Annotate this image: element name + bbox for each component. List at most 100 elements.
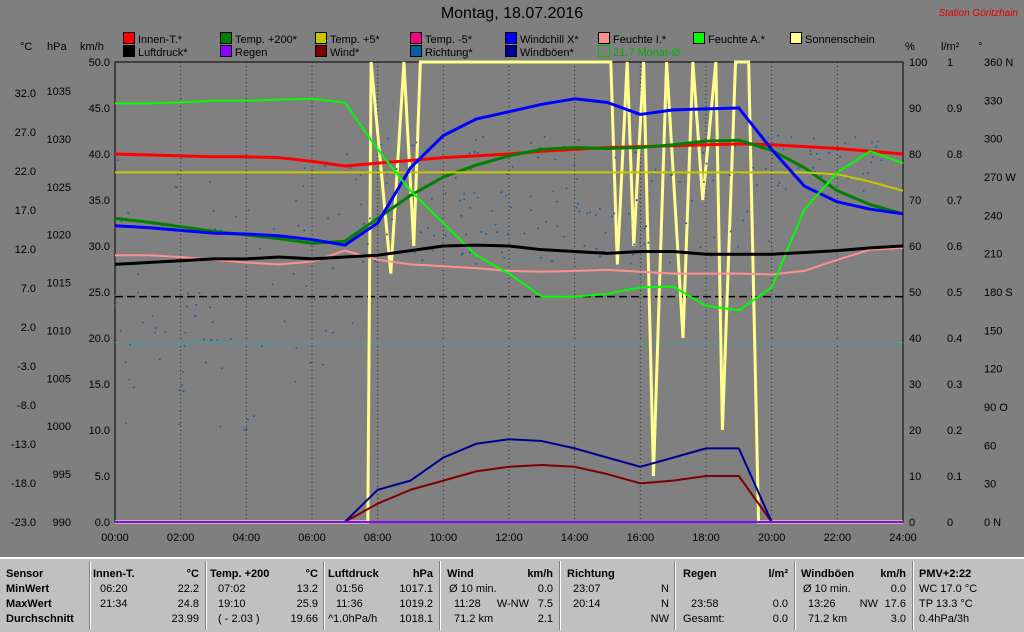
direction-point bbox=[198, 291, 201, 294]
legend-item: Wind* bbox=[315, 45, 359, 59]
direction-point bbox=[346, 153, 349, 156]
direction-point bbox=[292, 272, 295, 275]
direction-point bbox=[210, 339, 213, 342]
wind-total: 71.2 km bbox=[454, 613, 494, 625]
direction-point bbox=[555, 200, 558, 203]
direction-point bbox=[742, 219, 745, 222]
kmh-tick-label: 0.0 bbox=[95, 517, 110, 529]
kmh-tick-label: 15.0 bbox=[89, 379, 110, 391]
direction-point bbox=[475, 138, 478, 141]
legend-item: Windböen* bbox=[505, 45, 574, 59]
direction-point bbox=[598, 207, 601, 210]
direction-point bbox=[576, 202, 579, 205]
pmv-title: PMV+2:22 bbox=[919, 568, 972, 580]
legend-swatch bbox=[505, 45, 517, 57]
direction-point bbox=[556, 225, 559, 228]
direction-point bbox=[500, 191, 503, 194]
legend-item: Temp. +5* bbox=[315, 32, 380, 46]
direction-point bbox=[154, 327, 157, 330]
legend-item: Temp. +200* bbox=[220, 32, 297, 46]
direction-tick-label: 180 S bbox=[984, 287, 1013, 299]
direction-point bbox=[349, 167, 352, 170]
direction-point bbox=[797, 166, 800, 169]
direction-point bbox=[468, 152, 471, 155]
temp200-min: 13.2 bbox=[296, 583, 318, 595]
direction-point bbox=[252, 415, 255, 418]
luftdruck-title: Luftdruck bbox=[328, 568, 379, 580]
celsius-tick-label: 2.0 bbox=[21, 322, 36, 334]
direction-point bbox=[583, 244, 586, 247]
unit-celsius: °C bbox=[20, 41, 33, 53]
hpa-tick-label: 990 bbox=[53, 517, 71, 529]
direction-point bbox=[595, 248, 598, 251]
direction-point bbox=[469, 206, 472, 209]
legend-label: Wind* bbox=[330, 47, 360, 59]
direction-tick-label: 150 bbox=[984, 325, 1002, 337]
direction-point bbox=[678, 181, 681, 184]
luftdruck-trend: ^1.0hPa/h bbox=[328, 613, 378, 625]
station-name: Station Göritzhain bbox=[938, 8, 1019, 19]
direction-point bbox=[705, 162, 708, 165]
hpa-tick-label: 1025 bbox=[47, 182, 71, 194]
percent-tick-label: 20 bbox=[909, 425, 921, 437]
direction-point bbox=[182, 389, 185, 392]
direction-point bbox=[211, 321, 214, 324]
direction-point bbox=[271, 283, 274, 286]
direction-tick-label: 300 bbox=[984, 134, 1002, 146]
direction-point bbox=[431, 249, 434, 252]
unit-percent: % bbox=[905, 41, 915, 53]
lm2-tick-label: 0.5 bbox=[947, 287, 962, 299]
innen-min-time: 06:20 bbox=[100, 583, 128, 595]
lm2-tick-label: 0.9 bbox=[947, 103, 962, 115]
temp200-title: Temp. +200 bbox=[210, 568, 270, 580]
x-tick-label: 00:00 bbox=[101, 532, 129, 544]
direction-point bbox=[468, 251, 471, 254]
direction-point bbox=[359, 174, 362, 177]
direction-point bbox=[181, 383, 184, 386]
direction-point bbox=[862, 173, 865, 176]
stats-pmv: PMV+2:22 WC 17.0 °C TP 13.3 °C 0.4hPa/3h bbox=[919, 562, 1019, 630]
legend-swatch bbox=[598, 45, 610, 57]
direction-tick-label: 210 bbox=[984, 249, 1002, 261]
legend-label: Sonnenschein bbox=[805, 34, 875, 46]
direction-point bbox=[325, 329, 328, 332]
direction-point bbox=[503, 256, 506, 259]
wind-max-dir: W-NW bbox=[496, 598, 529, 610]
direction-point bbox=[295, 199, 298, 202]
series-line bbox=[114, 97, 904, 247]
legend-swatch bbox=[123, 45, 135, 57]
direction-point bbox=[670, 174, 673, 177]
direction-point bbox=[430, 197, 433, 200]
legend-label: Regen bbox=[235, 47, 268, 59]
kmh-tick-label: 35.0 bbox=[89, 195, 110, 207]
direction-point bbox=[702, 180, 705, 183]
richtung-title: Richtung bbox=[567, 568, 615, 580]
direction-point bbox=[876, 140, 879, 143]
direction-point bbox=[178, 423, 181, 426]
boeen-min: 0.0 bbox=[890, 583, 906, 595]
legend-item: 21.7 Monat-Ø bbox=[598, 45, 680, 59]
direction-point bbox=[360, 203, 363, 206]
direction-point bbox=[784, 188, 787, 191]
celsius-tick-label: 17.0 bbox=[15, 205, 36, 217]
direction-point bbox=[604, 231, 607, 234]
lm2-tick-label: 0.4 bbox=[947, 333, 962, 345]
wind-title: Wind bbox=[447, 568, 474, 580]
direction-point bbox=[411, 144, 414, 147]
hpa-tick-label: 995 bbox=[53, 469, 71, 481]
direction-point bbox=[459, 199, 462, 202]
stats-panel: Sensor MinWert MaxWert Durchschnitt Inne… bbox=[0, 557, 1024, 632]
direction-point bbox=[369, 217, 372, 220]
direction-point bbox=[880, 159, 883, 162]
direction-point bbox=[305, 284, 308, 287]
direction-point bbox=[116, 158, 119, 161]
direction-tick-label: 0 N bbox=[984, 517, 1001, 529]
direction-point bbox=[245, 428, 248, 431]
direction-point bbox=[575, 206, 578, 209]
direction-point bbox=[212, 210, 215, 213]
direction-point bbox=[496, 231, 499, 234]
luftdruck-max: 1019.2 bbox=[399, 598, 433, 610]
percent-tick-label: 50 bbox=[909, 287, 921, 299]
richtung-avg: NW bbox=[650, 613, 669, 625]
direction-point bbox=[599, 255, 602, 258]
